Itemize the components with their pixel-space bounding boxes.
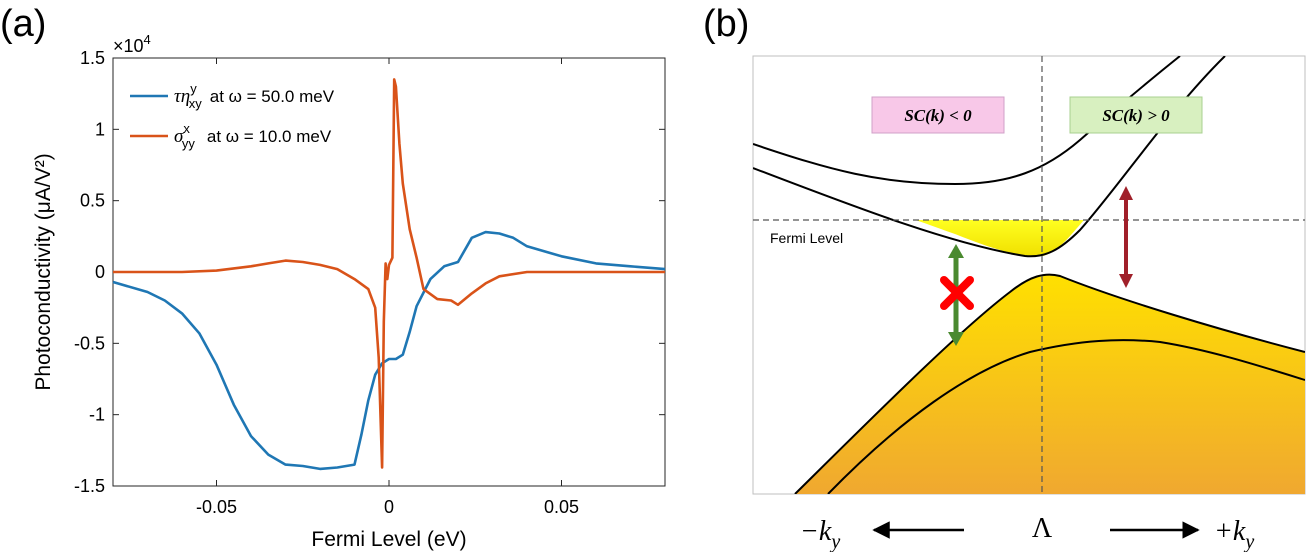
x-tick-label: 0 <box>384 497 394 517</box>
k-plus-label: +ky <box>1214 516 1254 552</box>
y-multiplier: ×104 <box>113 32 151 56</box>
sc-negative-box <box>871 96 1005 134</box>
x-tick-label: -0.05 <box>196 497 237 517</box>
sc-positive-box <box>1069 96 1203 134</box>
y-tick-label: 0.5 <box>80 191 105 211</box>
conduction-band-lower <box>753 56 1226 258</box>
lambda-label: Λ <box>1032 513 1053 544</box>
y-axis-title: Photoconductivity (μA/V²) <box>32 153 55 390</box>
cross-mark-icon <box>940 276 974 310</box>
k-minus-label: −ky <box>800 516 840 552</box>
y-tick-label: 1 <box>95 119 105 139</box>
valence-band-fill <box>795 274 1305 494</box>
legend: τηy xy at ω = 50.0 meV σx yy at ω = 10.0 meV <box>130 81 335 151</box>
x-axis-title: Fermi Level (eV) <box>311 528 466 551</box>
sc-negative-label: SC(k) < 0 <box>904 106 972 125</box>
y-tick-label: -1.5 <box>74 476 105 496</box>
fermi-level-label: Fermi Level <box>770 230 843 246</box>
x-tick-label: 0.05 <box>544 497 579 517</box>
tick-group: -0.05 0 0.05 -1.5 -1 -0.5 0 0.5 1 1.5 <box>74 48 665 517</box>
series-line-2 <box>113 78 665 469</box>
y-tick-label: -0.5 <box>74 333 105 353</box>
legend-entry-2: σx yy at ω = 10.0 meV <box>174 121 332 151</box>
y-tick-label: -1 <box>89 405 105 425</box>
allowed-transition-arrow <box>1119 186 1133 288</box>
panel-b-label: (b) <box>703 3 749 45</box>
valence-band-upper <box>794 273 1305 494</box>
sc-positive-label: SC(k) > 0 <box>1102 106 1170 125</box>
panel-a-label: (a) <box>0 3 46 45</box>
panel-a: (a) ×104 -0.05 0 0.05 -1.5 -1 -0.5 0 0.5 1 1.5 Ph… <box>0 3 666 551</box>
y-tick-label: 0 <box>95 262 105 282</box>
series-group <box>112 78 666 471</box>
panel-b: (b) Fermi Level SC(k) < 0 SC(k) > 0 <box>703 3 1306 552</box>
y-tick-label: 1.5 <box>80 48 105 68</box>
legend-entry-1: τηy xy at ω = 50.0 meV <box>174 81 335 111</box>
valence-band-lower <box>827 339 1305 494</box>
